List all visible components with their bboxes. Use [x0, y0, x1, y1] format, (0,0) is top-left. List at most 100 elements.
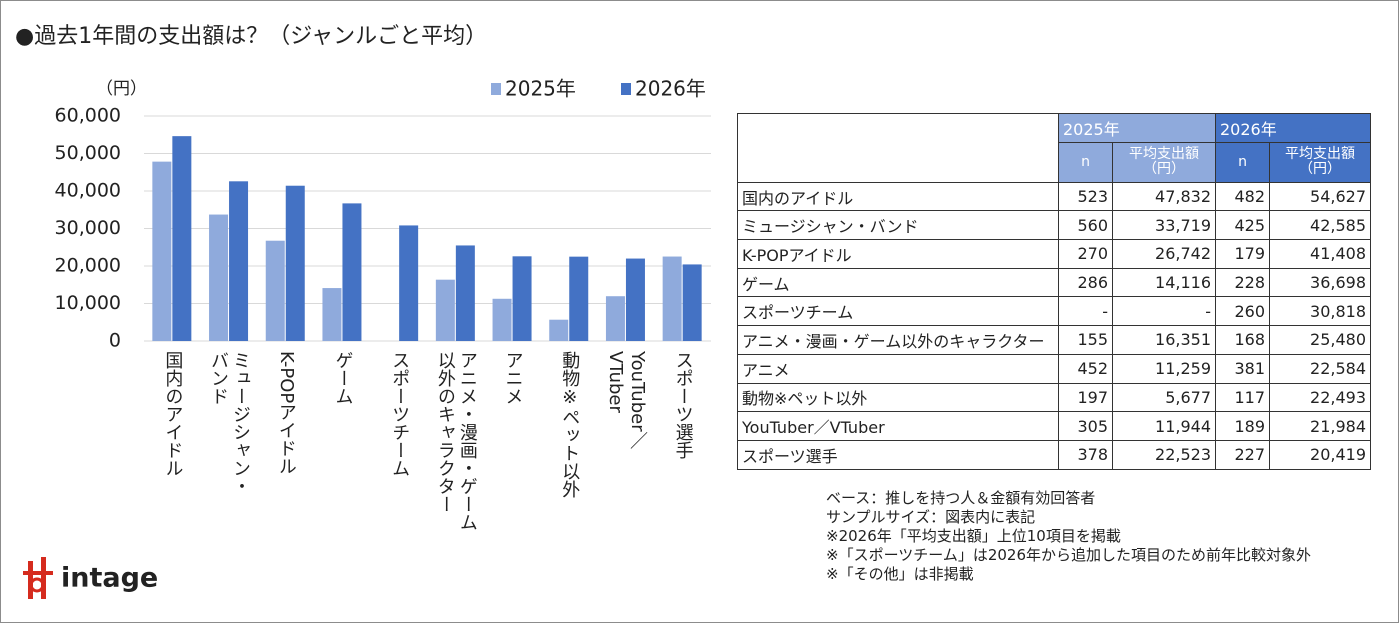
number-cell: 14,116 [1112, 267, 1216, 298]
bar [682, 264, 702, 341]
bar [605, 296, 625, 341]
bar [265, 240, 285, 341]
number-cell: 11,944 [1112, 411, 1216, 441]
number-cell: 21,984 [1269, 411, 1371, 441]
x-tick-label: アニメ・漫画・ゲーム 以外のキャラクター [434, 351, 478, 531]
table-row: スポーツ選手 378 22,523 227 20,419 [737, 439, 1371, 470]
number-cell: 22,523 [1112, 439, 1216, 470]
note: ※「スポーツチーム」は2026年から追加した項目のため前年比較対象外 [826, 546, 1311, 564]
column-header: 平均支出額 （円） [1112, 141, 1216, 183]
number-cell: 54,627 [1269, 181, 1371, 212]
table-row: スポーツチーム - -260 30,818 [737, 296, 1371, 327]
number-cell: - [1058, 296, 1113, 327]
number-cell: 227 [1215, 439, 1270, 470]
x-tick-label: スポーツ選手 [672, 351, 694, 459]
notes: ベース：推しを持つ人＆金額有効回答者 サンプルサイズ：図表内に表記 ※2026年「平… [826, 489, 1311, 584]
y-unit: （円） [96, 79, 147, 99]
y-tick-label: 20,000 [55, 255, 121, 277]
number-cell: 523 [1058, 181, 1113, 212]
number-cell: 30,818 [1269, 296, 1371, 327]
number-cell: 41,408 [1269, 239, 1371, 269]
header-row: 2025年 2026年 [737, 113, 1371, 183]
bar [625, 258, 645, 341]
table-row: K-POPアイドル 270 26,742 179 41,408 [737, 239, 1371, 269]
number-cell: 36,698 [1269, 267, 1371, 298]
x-tick-label: ゲーム [332, 351, 354, 405]
y-tick-label: 0 [109, 330, 121, 352]
number-cell: 260 [1215, 296, 1270, 327]
number-cell: 189 [1215, 411, 1270, 441]
data-table: 2025年 2026年 n 平均支出額 （円） n 平均支出額 （円） 国内のアイドル 523… [737, 113, 1371, 470]
column-header: 平均支出額 （円） [1269, 141, 1371, 183]
bar [229, 181, 249, 341]
number-cell: 155 [1058, 325, 1113, 355]
bar [399, 225, 419, 341]
label-cell: スポーツチーム [737, 296, 1059, 327]
number-cell: 286 [1058, 267, 1113, 298]
table-row: YouTuber／VTuber 305 11,944 189 21,984 [737, 411, 1371, 441]
table-row: 国内のアイドル 523 47,832 482 54,627 [737, 181, 1371, 212]
legend-label: 2026年 [635, 77, 706, 101]
label-cell: アニメ [737, 353, 1059, 384]
bar [455, 245, 475, 341]
logo-text: intage [61, 563, 158, 594]
y-tick-label: 40,000 [55, 180, 121, 202]
note: ベース：推しを持つ人＆金額有効回答者 [826, 489, 1096, 507]
table-row: 動物※ペット以外 197 5,677 117 22,493 [737, 382, 1371, 413]
header-row: n 平均支出額 （円） n 平均支出額 （円） [738, 141, 1371, 183]
number-cell: 117 [1215, 382, 1270, 413]
x-tick-label: YouTuber／ VTuber [604, 351, 648, 450]
bar [342, 203, 362, 341]
x-tick-label: K-POPアイドル [275, 351, 297, 476]
bar [435, 279, 455, 341]
number-cell: 228 [1215, 267, 1270, 298]
number-cell: 197 [1058, 382, 1113, 413]
label-cell: スポーツ選手 [737, 439, 1059, 470]
number-cell: 305 [1058, 411, 1113, 441]
x-tick-label: 動物※ペット以外 [559, 351, 581, 498]
number-cell: 482 [1215, 181, 1270, 212]
legend-swatch [491, 83, 501, 95]
note: ※「その他」は非掲載 [826, 565, 974, 583]
bar [322, 288, 342, 341]
label-cell: ミュージシャン・バンド [737, 210, 1059, 241]
number-cell: 179 [1215, 239, 1270, 269]
corner-cell [737, 113, 1059, 183]
note: ※2026年「平均支出額」上位10項目を掲載 [826, 527, 1121, 545]
number-cell: 560 [1058, 210, 1113, 241]
label-cell: 動物※ペット以外 [737, 382, 1059, 413]
table-row: ゲーム 286 14,116 228 36,698 [737, 267, 1371, 298]
number-cell: 11,259 [1112, 353, 1216, 384]
group-header: 2025年 [1058, 113, 1216, 143]
number-cell: 22,493 [1269, 382, 1371, 413]
number-cell: 270 [1058, 239, 1113, 269]
number-cell: 5,677 [1112, 382, 1216, 413]
table-row: アニメ 452 11,259 381 22,584 [737, 353, 1371, 384]
table-row: ミュージシャン・バンド 560 33,719 425 42,585 [737, 210, 1371, 241]
number-cell: 33,719 [1112, 210, 1216, 241]
number-cell: 168 [1215, 325, 1270, 355]
y-tick-label: 60,000 [55, 105, 121, 127]
x-tick-label: 国内のアイドル [162, 351, 184, 477]
number-cell: 26,742 [1112, 239, 1216, 269]
bar [512, 256, 532, 341]
number-cell: 425 [1215, 210, 1270, 241]
bar [172, 136, 192, 341]
x-tick-label: ミュージシャン・ バンド [208, 351, 252, 495]
bar [662, 256, 682, 341]
label-cell: YouTuber／VTuber [737, 411, 1059, 441]
bar [549, 319, 569, 341]
number-cell: 452 [1058, 353, 1113, 384]
y-tick-label: 30,000 [55, 217, 121, 239]
y-tick-label: 10,000 [55, 292, 121, 314]
number-cell: 378 [1058, 439, 1113, 470]
bar [569, 256, 589, 341]
table-row: アニメ・漫画・ゲーム以外のキャラクター 155 16,351 168 25,480 [737, 325, 1371, 355]
note: サンプルサイズ：図表内に表記 [826, 508, 1036, 526]
label-cell: ゲーム [737, 267, 1059, 298]
x-tick-label: スポーツチーム [389, 351, 411, 477]
column-header: n [1215, 141, 1270, 183]
label-cell: 国内のアイドル [737, 181, 1059, 212]
number-cell: 20,419 [1269, 439, 1371, 470]
